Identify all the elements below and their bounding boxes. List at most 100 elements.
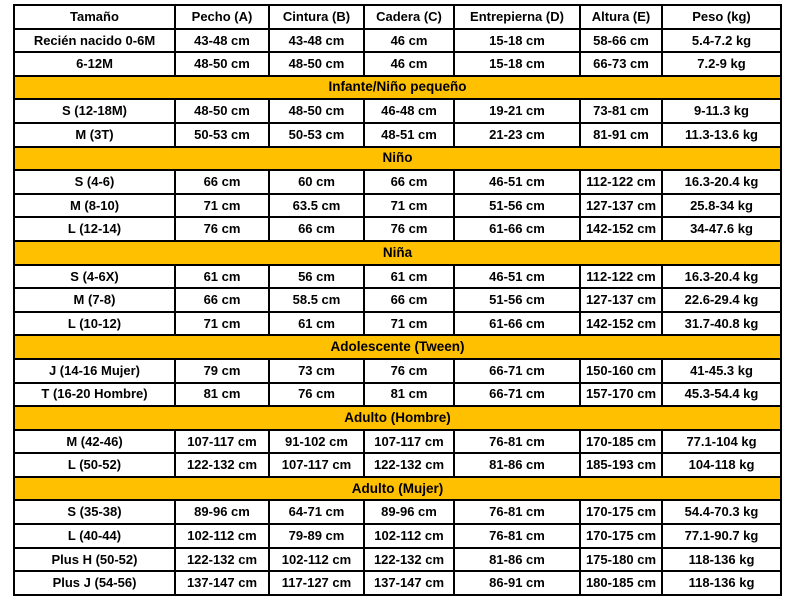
size-label-cell: L (10-12) — [13, 310, 176, 337]
value-cell: 21-23 cm — [453, 121, 581, 148]
value-cell: 43-48 cm — [268, 27, 365, 54]
size-label-cell: S (4-6X) — [13, 263, 176, 290]
value-cell: 31.7-40.8 kg — [661, 310, 782, 337]
value-cell: 180-185 cm — [579, 570, 663, 596]
value-cell: 89-96 cm — [363, 499, 455, 526]
value-cell: 81 cm — [363, 381, 455, 408]
section-row: Adulto (Hombre) — [13, 405, 782, 431]
value-cell: 48-50 cm — [174, 98, 270, 124]
column-header-7: Peso (kg) — [661, 4, 782, 30]
section-header: Adulto (Mujer) — [13, 475, 782, 502]
value-cell: 25.8-34 kg — [661, 192, 782, 219]
value-cell: 48-51 cm — [363, 121, 455, 148]
value-cell: 137-147 cm — [174, 570, 270, 596]
value-cell: 76 cm — [174, 216, 270, 242]
column-header-1: Tamaño — [13, 4, 176, 30]
value-cell: 76-81 cm — [453, 499, 581, 526]
value-cell: 89-96 cm — [174, 499, 270, 526]
size-label-cell: J (14-16 Mujer) — [13, 357, 176, 384]
value-cell: 66 cm — [363, 169, 455, 195]
value-cell: 54.4-70.3 kg — [661, 499, 782, 526]
value-cell: 157-170 cm — [579, 381, 663, 408]
table-row: M (7-8) 66 cm 58.5 cm 66 cm 51-56 cm 127-137 … — [13, 287, 782, 313]
value-cell: 46 cm — [363, 51, 455, 77]
value-cell: 107-117 cm — [363, 428, 455, 455]
size-label-cell: Plus J (54-56) — [13, 570, 176, 596]
size-label-cell: 6-12M — [13, 51, 176, 77]
value-cell: 81-86 cm — [453, 546, 581, 573]
table-row: Plus H (50-52) 122-132 cm 102-112 cm 122-13… — [13, 546, 782, 573]
size-label-cell: L (40-44) — [13, 523, 176, 549]
value-cell: 122-132 cm — [174, 452, 270, 478]
section-row: Niño — [13, 145, 782, 172]
value-cell: 127-137 cm — [579, 287, 663, 313]
column-header-3: Cintura (B) — [268, 4, 365, 30]
size-label-cell: Plus H (50-52) — [13, 546, 176, 573]
size-label-cell: L (50-52) — [13, 452, 176, 478]
table-row: L (40-44) 102-112 cm 79-89 cm 102-112 cm 76-… — [13, 523, 782, 549]
value-cell: 142-152 cm — [579, 310, 663, 337]
table-row: L (12-14) 76 cm 66 cm 76 cm 61-66 cm 142-152 … — [13, 216, 782, 242]
size-label-cell: M (42-46) — [13, 428, 176, 455]
value-cell: 76 cm — [363, 216, 455, 242]
value-cell: 170-185 cm — [579, 428, 663, 455]
value-cell: 175-180 cm — [579, 546, 663, 573]
section-header: Niña — [13, 239, 782, 266]
section-header: Niño — [13, 145, 782, 172]
value-cell: 117-127 cm — [268, 570, 365, 596]
value-cell: 81 cm — [174, 381, 270, 408]
section-row: Niña — [13, 239, 782, 266]
section-header: Infante/Niño pequeño — [13, 74, 782, 101]
value-cell: 16.3-20.4 kg — [661, 263, 782, 290]
table-row: L (10-12) 71 cm 61 cm 71 cm 61-66 cm 142-152 … — [13, 310, 782, 337]
value-cell: 50-53 cm — [174, 121, 270, 148]
value-cell: 122-132 cm — [174, 546, 270, 573]
value-cell: 11.3-13.6 kg — [661, 121, 782, 148]
column-header-5: Entrepierna (D) — [453, 4, 581, 30]
value-cell: 71 cm — [174, 310, 270, 337]
size-label-cell: S (35-38) — [13, 499, 176, 526]
value-cell: 19-21 cm — [453, 98, 581, 124]
value-cell: 77.1-90.7 kg — [661, 523, 782, 549]
value-cell: 107-117 cm — [268, 452, 365, 478]
value-cell: 66 cm — [363, 287, 455, 313]
table-row: M (3T) 50-53 cm 50-53 cm 48-51 cm 21-23 cm 81… — [13, 121, 782, 148]
value-cell: 9-11.3 kg — [661, 98, 782, 124]
section-row: Adolescente (Tween) — [13, 334, 782, 360]
value-cell: 112-122 cm — [579, 263, 663, 290]
table-row: L (50-52) 122-132 cm 107-117 cm 122-132 cm 8… — [13, 452, 782, 478]
table-row: Recién nacido 0-6M 43-48 cm 43-48 cm 46 cm 1… — [13, 27, 782, 54]
value-cell: 61 cm — [174, 263, 270, 290]
size-label-cell: M (3T) — [13, 121, 176, 148]
value-cell: 51-56 cm — [453, 192, 581, 219]
value-cell: 16.3-20.4 kg — [661, 169, 782, 195]
value-cell: 5.4-7.2 kg — [661, 27, 782, 54]
value-cell: 137-147 cm — [363, 570, 455, 596]
table-body: Recién nacido 0-6M 43-48 cm 43-48 cm 46 cm 1… — [13, 27, 782, 596]
value-cell: 50-53 cm — [268, 121, 365, 148]
value-cell: 41-45.3 kg — [661, 357, 782, 384]
table-row: J (14-16 Mujer) 79 cm 73 cm 76 cm 66-71 cm 15… — [13, 357, 782, 384]
table-row: S (12-18M) 48-50 cm 48-50 cm 46-48 cm 19-21 … — [13, 98, 782, 124]
value-cell: 112-122 cm — [579, 169, 663, 195]
value-cell: 58-66 cm — [579, 27, 663, 54]
value-cell: 122-132 cm — [363, 452, 455, 478]
value-cell: 45.3-54.4 kg — [661, 381, 782, 408]
value-cell: 185-193 cm — [579, 452, 663, 478]
value-cell: 71 cm — [363, 310, 455, 337]
value-cell: 73-81 cm — [579, 98, 663, 124]
table-row: T (16-20 Hombre) 81 cm 76 cm 81 cm 66-71 cm 1… — [13, 381, 782, 408]
value-cell: 66-73 cm — [579, 51, 663, 77]
value-cell: 76 cm — [268, 381, 365, 408]
value-cell: 118-136 kg — [661, 570, 782, 596]
size-label-cell: M (7-8) — [13, 287, 176, 313]
value-cell: 66 cm — [174, 169, 270, 195]
size-label-cell: L (12-14) — [13, 216, 176, 242]
value-cell: 61-66 cm — [453, 216, 581, 242]
value-cell: 22.6-29.4 kg — [661, 287, 782, 313]
size-label-cell: S (12-18M) — [13, 98, 176, 124]
value-cell: 76-81 cm — [453, 523, 581, 549]
value-cell: 46-51 cm — [453, 169, 581, 195]
table-row: S (4-6X) 61 cm 56 cm 61 cm 46-51 cm 112-122 c… — [13, 263, 782, 290]
